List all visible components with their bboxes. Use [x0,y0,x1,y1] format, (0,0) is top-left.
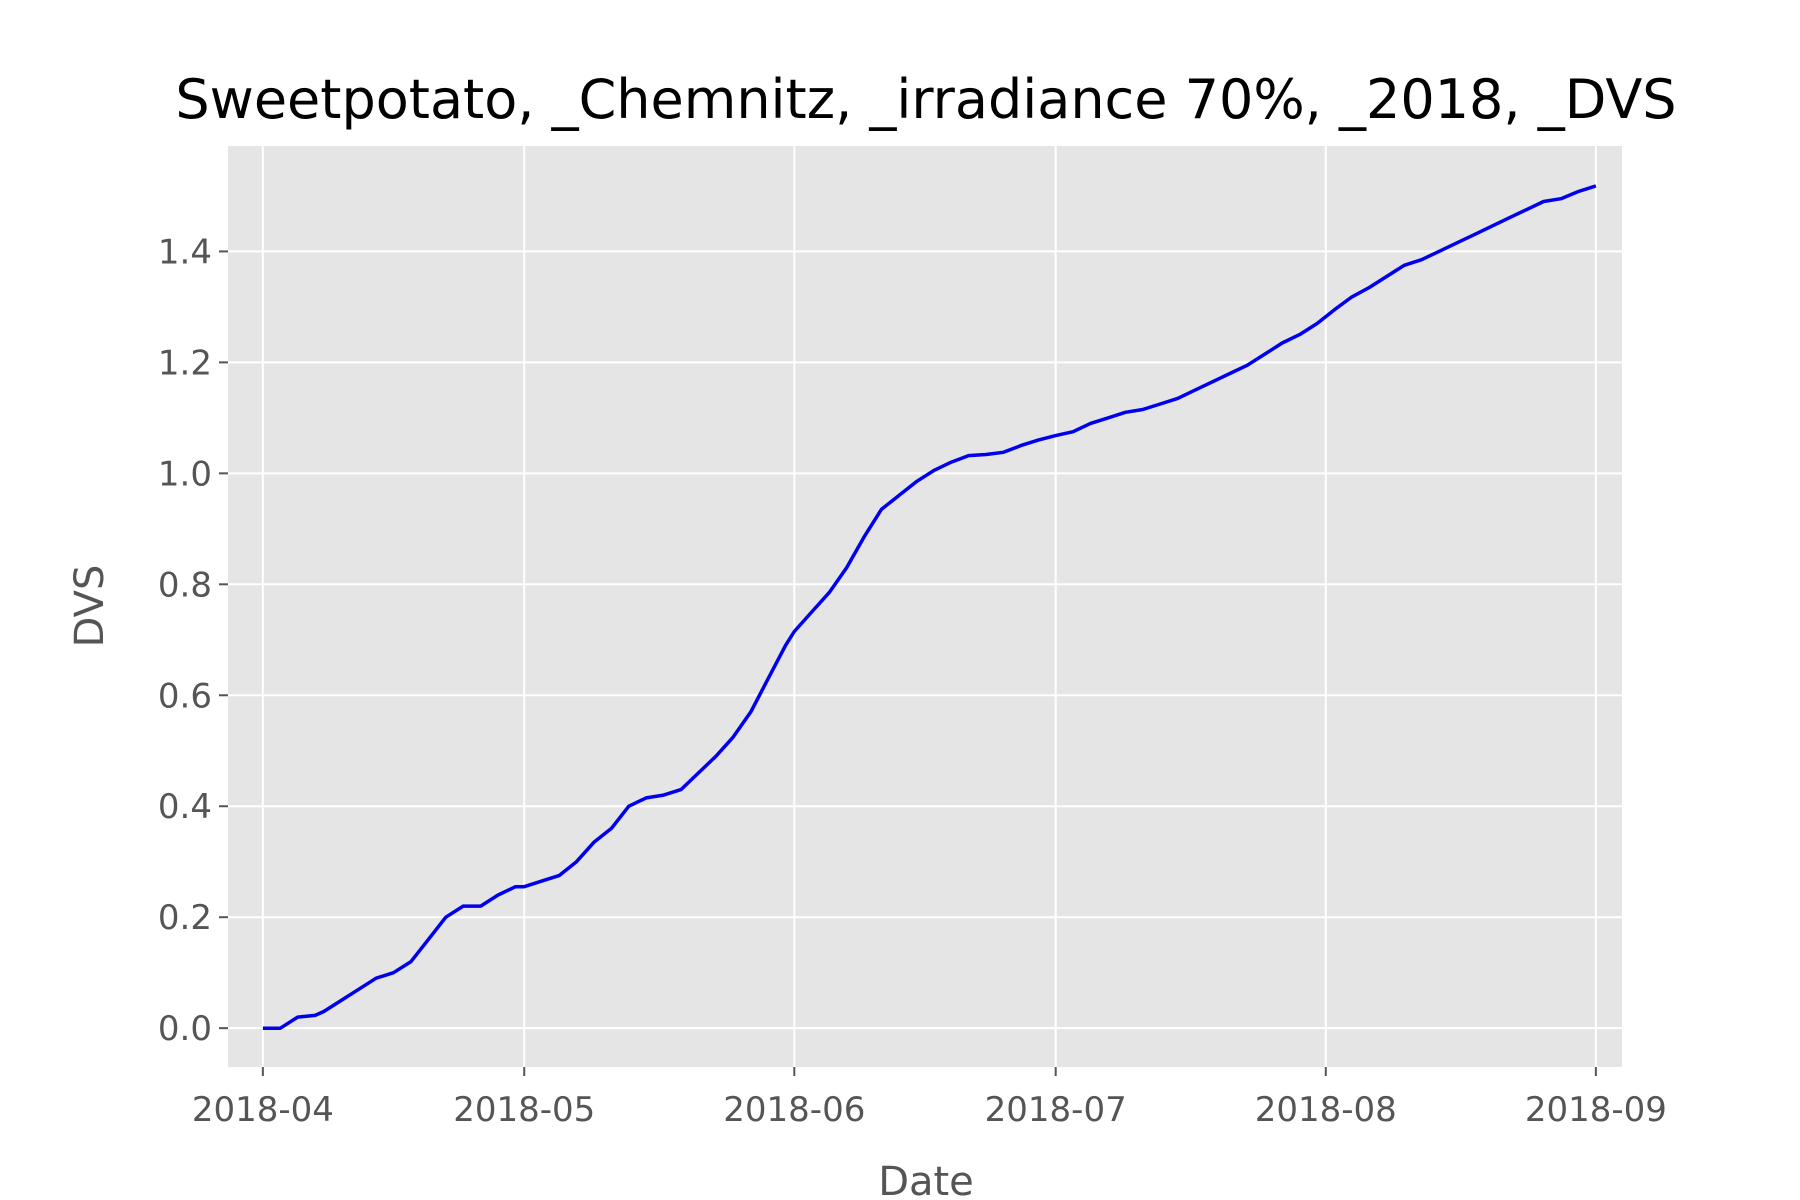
plot-background [228,146,1622,1067]
dvs-series-line [262,184,1597,1030]
y-tick-label: 0.0 [158,1009,212,1049]
x-tick-label: 2018-07 [985,1090,1127,1130]
y-tick-label: 1.0 [158,454,212,494]
x-tick-label: 2018-08 [1255,1090,1397,1130]
y-tick-label: 0.4 [158,787,212,827]
y-tick-label: 1.2 [158,343,212,383]
x-tick-label: 2018-06 [723,1090,865,1130]
axis-ticks: 0.0 0.2 0.4 0.6 0.8 1.0 1.2 1.4 2018-04 2018-05 20… [158,232,1667,1130]
y-axis-label: DVS [67,565,113,648]
x-tick-label: 2018-09 [1525,1090,1667,1130]
x-tick-label: 2018-05 [453,1090,595,1130]
y-tick-label: 0.8 [158,565,212,605]
y-tick-label: 0.6 [158,676,212,716]
y-tick-label: 0.2 [158,898,212,938]
x-axis-label: Date [878,1159,974,1200]
chart-title: Sweetpotato, _Chemnitz, _irradiance 70%,… [175,68,1676,131]
y-tick-label: 1.4 [158,232,212,272]
grid-lines [228,146,1622,1067]
x-tick-label: 2018-04 [192,1090,334,1130]
